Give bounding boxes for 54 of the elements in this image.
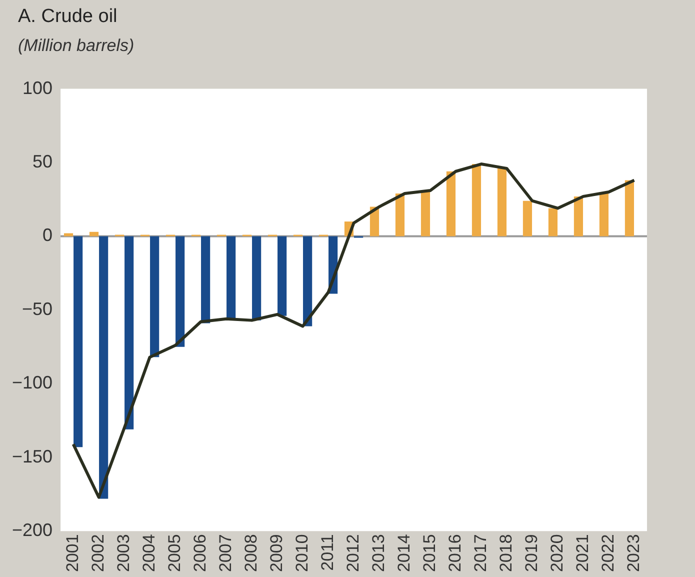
bar	[497, 168, 507, 236]
y-tick-label: −50	[22, 298, 53, 319]
x-tick-label: 2009	[266, 534, 286, 572]
chart-title: A. Crude oil	[18, 6, 118, 28]
x-tick-label: 2016	[445, 534, 464, 572]
y-tick-label: −150	[12, 446, 53, 466]
x-tick-label: 2023	[624, 534, 643, 572]
bar	[395, 193, 405, 236]
bar	[176, 236, 185, 347]
x-tick-label: 2021	[572, 534, 592, 572]
bar	[303, 236, 312, 326]
x-tick-label: 2006	[190, 534, 210, 572]
x-tick-label: 2022	[598, 534, 618, 572]
bar	[150, 236, 160, 358]
bar	[548, 208, 558, 236]
x-tick-label: 2007	[216, 534, 235, 572]
x-tick-label: 2008	[241, 534, 260, 572]
bar	[201, 236, 210, 324]
x-tick-label: 2002	[88, 534, 108, 572]
x-tick-label: 2015	[420, 534, 439, 572]
x-tick-label: 2003	[114, 534, 133, 572]
bar	[99, 236, 108, 499]
x-tick-label: 2004	[139, 534, 158, 572]
bar	[278, 236, 287, 316]
x-tick-label: 2005	[164, 534, 184, 572]
bar	[599, 192, 609, 236]
x-tick-label: 2014	[394, 534, 414, 572]
bar	[64, 233, 74, 236]
bar	[420, 190, 430, 236]
bar	[124, 236, 134, 430]
x-tick-label: 2010	[292, 534, 312, 572]
y-tick-label: 50	[32, 152, 53, 172]
bar	[522, 200, 532, 236]
x-tick-label: 2013	[368, 534, 388, 572]
x-tick-label: 2017	[470, 534, 490, 572]
bar	[472, 164, 482, 236]
bar	[574, 196, 584, 236]
chart-subtitle: (Million barrels)	[18, 36, 134, 56]
x-tick-label: 2020	[547, 534, 566, 572]
y-tick-label: −200	[12, 520, 53, 540]
x-tick-label: 2001	[62, 534, 82, 572]
y-tick-label: −100	[12, 372, 53, 393]
bar	[89, 232, 99, 236]
bar	[226, 236, 236, 319]
bar	[74, 236, 83, 448]
x-tick-label: 2018	[496, 534, 516, 572]
bar	[624, 180, 634, 236]
bar	[446, 171, 456, 236]
y-tick-label: 0	[42, 225, 53, 246]
bar	[252, 236, 262, 320]
x-tick-label: 2019	[522, 534, 541, 572]
x-tick-label: 2011	[318, 534, 337, 571]
x-tick-label: 2012	[343, 534, 362, 572]
y-tick-label: 100	[22, 78, 53, 98]
